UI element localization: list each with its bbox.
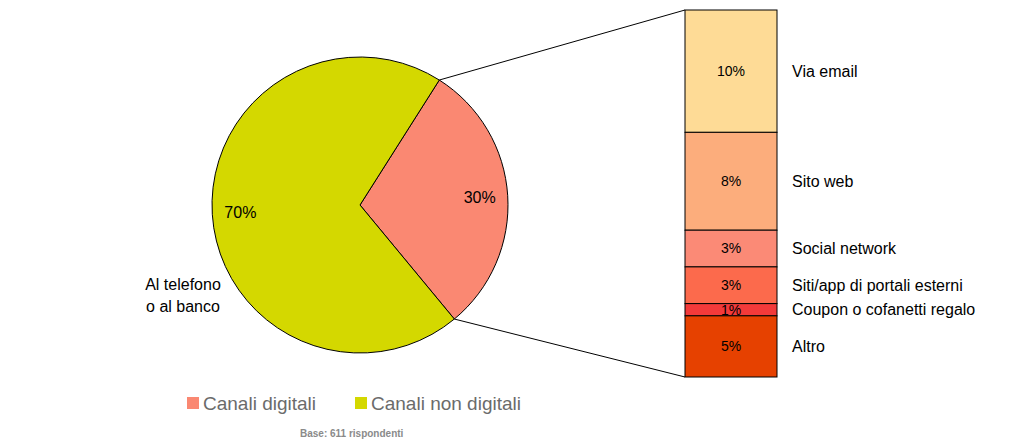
data-label: 8% [721, 173, 741, 189]
data-label: 3% [721, 277, 741, 293]
bar-segment [685, 316, 777, 377]
bar-segment [685, 267, 777, 304]
data-label: 10% [717, 63, 745, 79]
legend-entry: Canali digitali [203, 393, 316, 414]
data-label: 5% [721, 338, 741, 354]
bar-labels: 10% 8% 3% 3% 1% 5% Via email Sito web Social net… [717, 63, 975, 355]
chart: 30% 70% Al telefonoo al banco 10% 8% 3% 3% 1% 5%… [0, 0, 1024, 444]
legend-swatch [355, 397, 367, 409]
category-label: Sito web [792, 173, 853, 190]
category-label: Siti/app di portali esterni [792, 277, 963, 294]
data-label: 1% [721, 302, 741, 318]
annotation: Al telefonoo al banco [145, 276, 221, 315]
category-label: Altro [792, 338, 825, 355]
data-label: 30% [464, 189, 496, 206]
category-label: Social network [792, 240, 897, 257]
bar-segment [685, 10, 777, 132]
connector [454, 319, 685, 377]
pie-slice [212, 57, 454, 353]
category-label: Coupon o cofanetti regalo [792, 301, 975, 318]
legend-swatch [187, 397, 199, 409]
category-label: Via email [792, 63, 858, 80]
pie: 30% 70% [212, 57, 508, 353]
data-label: 70% [224, 204, 256, 221]
bar-segment [685, 132, 777, 230]
legend-entry: Canali non digitali [371, 393, 521, 414]
caption: Base: 611 rispondenti [300, 428, 404, 439]
data-label: 3% [721, 240, 741, 256]
connector [439, 10, 685, 80]
bar-group [685, 10, 777, 377]
bar-segment [685, 230, 777, 267]
legend: Canali digitali Canali non digitali [187, 393, 521, 414]
